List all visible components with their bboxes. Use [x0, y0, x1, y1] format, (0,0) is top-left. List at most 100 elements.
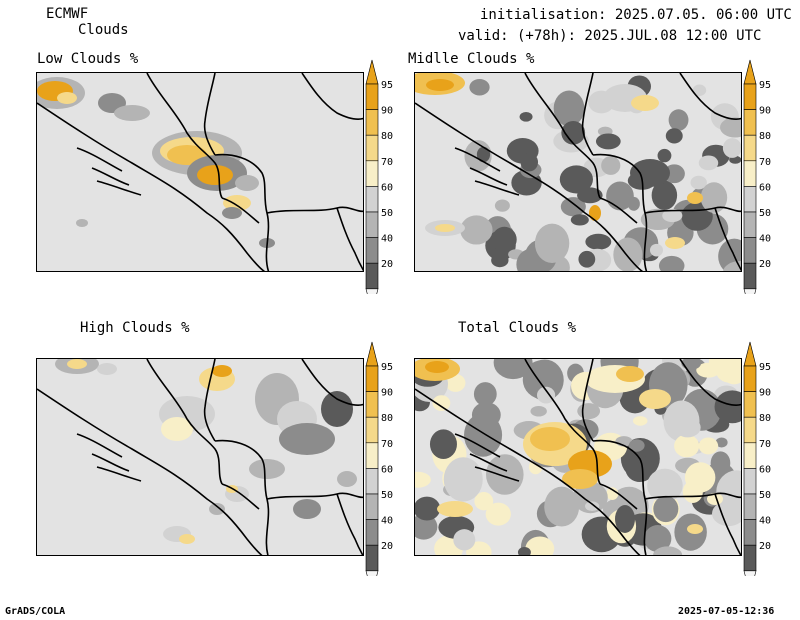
cloud-cover-area	[561, 120, 586, 145]
country-border	[146, 359, 223, 485]
cloud-cover-area	[520, 152, 539, 172]
map-canvas	[415, 359, 741, 555]
colorbar-segment	[365, 365, 379, 392]
colorbar-segment	[743, 262, 757, 290]
colorbar-tick-label: 40	[759, 234, 771, 245]
colorbar-segment	[365, 186, 379, 213]
cloud-cover-area	[293, 499, 321, 519]
country-border	[599, 483, 638, 510]
cloud-cover-area	[707, 493, 723, 505]
country-border	[524, 359, 601, 485]
country-border	[336, 207, 363, 271]
cloud-cover-area	[584, 501, 600, 512]
colorbar-segment	[743, 83, 757, 110]
country-border	[91, 167, 130, 186]
cloud-cover-area	[562, 469, 598, 489]
cloud-cover-area	[415, 513, 438, 540]
colorbar-arrow-top	[743, 341, 757, 367]
country-border	[714, 493, 741, 555]
colorbar-segment	[365, 262, 379, 290]
country-border	[37, 102, 266, 271]
cloud-cover-area	[453, 529, 476, 551]
cloud-cover-area	[560, 197, 586, 217]
cloud-cover-area	[674, 417, 701, 438]
cloud-cover-area	[715, 437, 728, 448]
colorbar-tick-label: 70	[759, 157, 771, 168]
footer-software: GrADS/COLA	[5, 606, 66, 617]
colorbar-segment	[365, 237, 379, 264]
colorbar-segment	[743, 160, 757, 187]
cloud-cover-area	[223, 195, 251, 211]
colorbar-segment	[365, 83, 379, 110]
country-border	[644, 206, 741, 214]
colorbar-segment	[743, 109, 757, 136]
cloud-cover-area	[460, 215, 493, 245]
model-label: ECMWF	[46, 6, 89, 22]
cloud-cover-area	[658, 255, 685, 271]
cloud-cover-area	[657, 148, 672, 163]
country-border	[214, 439, 270, 555]
cloud-cover-area	[613, 237, 643, 271]
colorbar-segment	[365, 160, 379, 187]
country-border	[454, 433, 501, 458]
country-border	[76, 433, 123, 458]
country-border	[203, 359, 216, 442]
colorbar-segment	[743, 134, 757, 162]
colorbar-tick-label: 90	[759, 106, 771, 117]
cloud-cover-area	[628, 439, 645, 452]
cloud-cover-area	[589, 205, 601, 221]
colorbar-segment	[743, 544, 757, 572]
cloud-cover-area	[337, 471, 357, 487]
colorbar-segment	[743, 365, 757, 392]
country-border	[679, 73, 741, 120]
colorbar-tick-label: 50	[759, 490, 771, 501]
country-border	[301, 359, 363, 406]
colorbar-arrow-top	[365, 59, 379, 85]
cloud-cover-area	[435, 224, 455, 232]
cloud-cover-area	[474, 492, 494, 511]
country-border	[96, 466, 142, 482]
cloud-cover-area	[485, 502, 511, 526]
cloud-cover-area	[476, 146, 491, 163]
colorbar-segment	[365, 544, 379, 572]
map-canvas	[37, 359, 363, 555]
colorbar-tick-label: 20	[381, 541, 393, 552]
cloud-cover-area	[235, 175, 259, 191]
cloud-cover-area	[606, 487, 619, 500]
cloud-cover-area	[534, 223, 570, 263]
colorbar-segment	[743, 519, 757, 546]
cloud-cover-area	[644, 525, 672, 553]
colorbar-tick-label: 70	[381, 157, 393, 168]
country-border	[266, 492, 363, 500]
country-border	[91, 453, 130, 472]
colorbar-segment	[365, 211, 379, 238]
colorbar-segment	[743, 416, 757, 444]
country-border	[454, 147, 501, 172]
country-border	[474, 466, 520, 482]
cloud-cover-area	[544, 486, 580, 527]
cloud-cover-area	[473, 382, 497, 406]
map-canvas	[37, 73, 363, 271]
colorbar-tick-label: 60	[759, 464, 771, 475]
country-border	[221, 483, 260, 510]
cloud-cover-area	[651, 180, 678, 211]
colorbar-arrow-bottom	[365, 570, 379, 576]
colorbar-tick-label: 60	[759, 182, 771, 193]
country-border	[524, 73, 601, 199]
cloud-cover-area	[519, 111, 533, 122]
cloud-cover-area	[632, 416, 648, 426]
cloud-cover-area	[577, 187, 603, 204]
cloud-cover-area	[698, 437, 719, 455]
map-canvas	[415, 73, 741, 271]
colorbar-segment	[743, 237, 757, 264]
colorbar-segment	[743, 186, 757, 213]
cloud-cover-area	[696, 362, 721, 378]
panel-title-high: High Clouds %	[80, 320, 190, 336]
country-border	[644, 492, 741, 500]
cloud-cover-area	[570, 214, 589, 226]
panel-title-mid: Midlle Clouds %	[408, 51, 535, 67]
colorbar-tick-label: 80	[759, 131, 771, 142]
colorbar-tick-label: 70	[759, 439, 771, 450]
cloud-cover-area	[653, 495, 679, 523]
colorbar-arrow-bottom	[743, 570, 757, 576]
